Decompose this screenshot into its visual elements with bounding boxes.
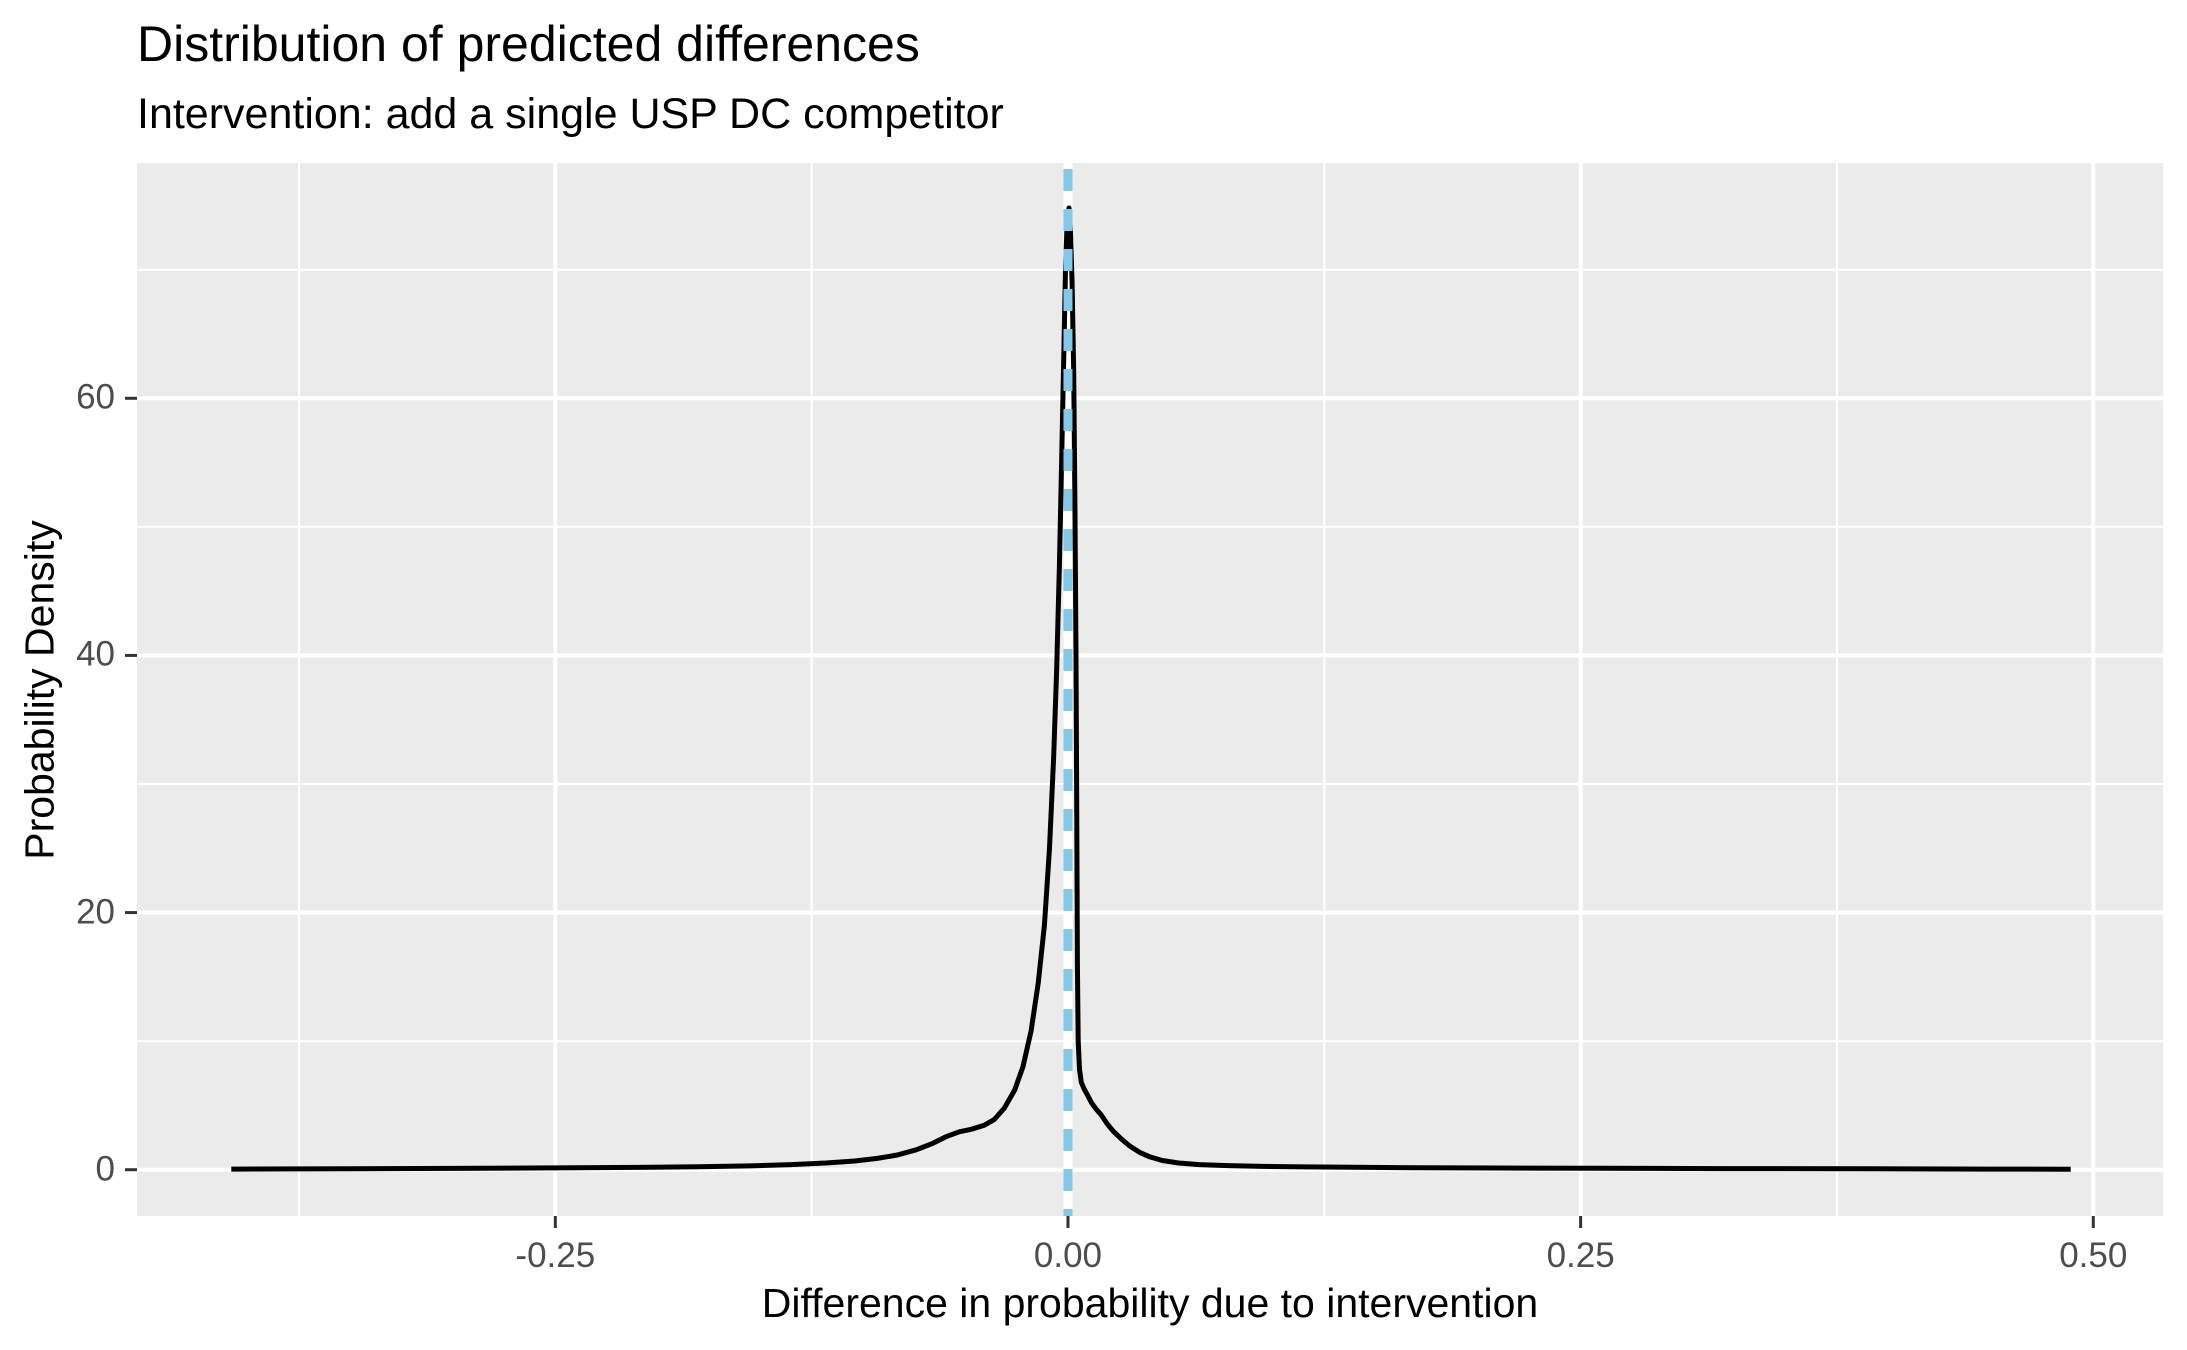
y-tick-label: 60: [76, 377, 115, 417]
x-axis-title: Difference in probability due to interve…: [761, 1280, 1539, 1326]
x-tick-label: 0.25: [1546, 1236, 1615, 1275]
plot-subtitle: Intervention: add a single USP DC compet…: [137, 90, 1004, 138]
plot-title: Distribution of predicted differences: [137, 16, 920, 72]
x-tick-label: 0.00: [1033, 1236, 1103, 1275]
panel-background: [137, 163, 2163, 1216]
y-tick-label: 0: [95, 1149, 115, 1189]
y-axis-title: Probability Density: [16, 520, 63, 860]
y-tick-label: 20: [76, 892, 115, 932]
density-curve: [231, 205, 2071, 1172]
x-tick-label: -0.25: [515, 1236, 596, 1275]
y-tick-label: 40: [76, 635, 115, 675]
x-tick-label: 0.50: [2059, 1236, 2128, 1275]
